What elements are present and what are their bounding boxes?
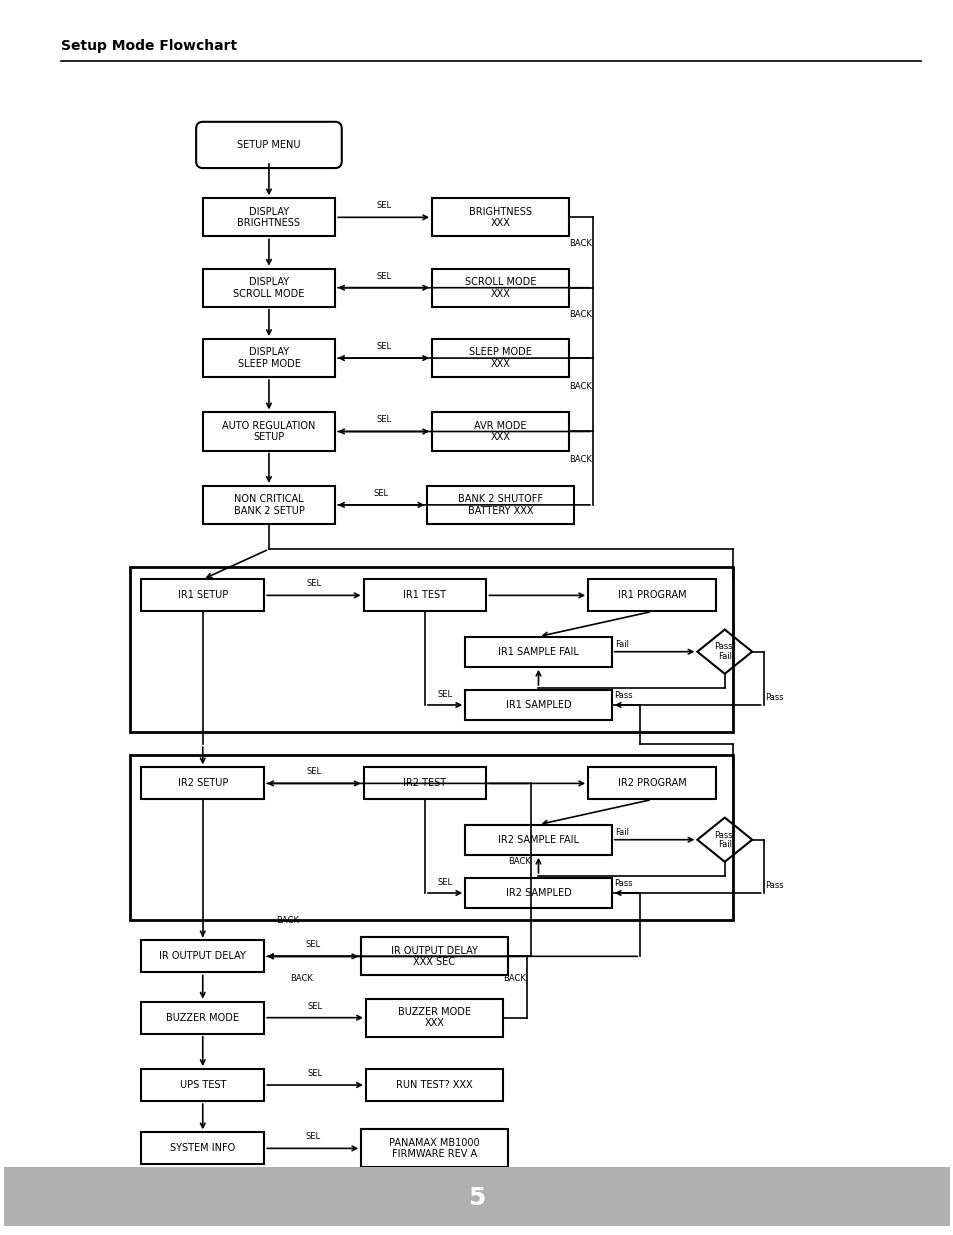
Bar <box>432 338 569 377</box>
Text: BUZZER MODE: BUZZER MODE <box>166 1013 239 1023</box>
Text: 5: 5 <box>468 1186 485 1209</box>
Text: Pass: Pass <box>613 879 632 888</box>
Text: PANAMAX MB1000
FIRMWARE REV A: PANAMAX MB1000 FIRMWARE REV A <box>389 1137 479 1160</box>
Text: SEL: SEL <box>375 201 391 210</box>
Bar <box>363 767 486 799</box>
Text: BACK: BACK <box>569 240 592 248</box>
Bar <box>203 412 335 451</box>
Text: SEL: SEL <box>375 272 391 280</box>
Text: BANK 2 SHUTOFF
BATTERY XXX: BANK 2 SHUTOFF BATTERY XXX <box>457 494 542 516</box>
Text: SLEEP MODE
XXX: SLEEP MODE XXX <box>469 347 532 369</box>
Bar <box>361 937 507 976</box>
Bar <box>432 199 569 236</box>
Text: BRIGHTNESS
XXX: BRIGHTNESS XXX <box>469 206 532 228</box>
Bar <box>141 1002 264 1034</box>
Text: IR OUTPUT DELAY
XXX SEC: IR OUTPUT DELAY XXX SEC <box>391 946 477 967</box>
Bar <box>203 268 335 306</box>
Text: Fail: Fail <box>615 640 629 648</box>
Text: SEL: SEL <box>305 940 320 950</box>
Text: SEL: SEL <box>375 415 391 425</box>
Text: IR OUTPUT DELAY: IR OUTPUT DELAY <box>159 951 246 961</box>
Text: Setup Mode Flowchart: Setup Mode Flowchart <box>61 40 236 53</box>
Bar <box>366 999 502 1036</box>
Bar <box>141 579 264 611</box>
Polygon shape <box>697 818 751 862</box>
Text: Pass: Pass <box>613 690 632 700</box>
Text: Pass: Pass <box>764 693 783 701</box>
Bar <box>587 579 715 611</box>
Text: BACK: BACK <box>276 916 299 925</box>
Polygon shape <box>697 630 751 674</box>
Text: IR2 TEST: IR2 TEST <box>403 778 446 788</box>
Text: DISPLAY
SCROLL MODE: DISPLAY SCROLL MODE <box>233 277 304 299</box>
Text: BACK: BACK <box>508 857 531 866</box>
Bar <box>427 485 574 524</box>
Text: IR1 SAMPLED: IR1 SAMPLED <box>505 700 571 710</box>
Bar <box>141 767 264 799</box>
Text: DISPLAY
SLEEP MODE: DISPLAY SLEEP MODE <box>237 347 300 369</box>
Text: DISPLAY
BRIGHTNESS: DISPLAY BRIGHTNESS <box>237 206 300 228</box>
Text: SEL: SEL <box>306 767 321 777</box>
Text: BUZZER MODE
XXX: BUZZER MODE XXX <box>397 1007 471 1029</box>
Bar <box>587 767 715 799</box>
Text: IR2 SAMPLED: IR2 SAMPLED <box>505 888 571 898</box>
Bar <box>465 878 611 908</box>
Bar <box>203 199 335 236</box>
Text: IR1 SETUP: IR1 SETUP <box>177 590 228 600</box>
Text: BACK: BACK <box>503 974 526 983</box>
Bar <box>141 1070 264 1102</box>
Text: IR1 TEST: IR1 TEST <box>403 590 446 600</box>
Text: NON CRITICAL
BANK 2 SETUP: NON CRITICAL BANK 2 SETUP <box>233 494 304 516</box>
Text: IR1 SAMPLE FAIL: IR1 SAMPLE FAIL <box>497 647 578 657</box>
Text: IR1 PROGRAM: IR1 PROGRAM <box>617 590 685 600</box>
Text: RUN TEST? XXX: RUN TEST? XXX <box>395 1081 473 1091</box>
Text: SEL: SEL <box>374 489 389 498</box>
Text: Fail: Fail <box>615 827 629 836</box>
Text: AVR MODE
XXX: AVR MODE XXX <box>474 421 526 442</box>
Text: BACK: BACK <box>569 382 592 390</box>
Text: SETUP MENU: SETUP MENU <box>237 140 300 149</box>
Bar <box>141 1132 264 1165</box>
Text: IR2 SAMPLE FAIL: IR2 SAMPLE FAIL <box>497 835 578 845</box>
Text: AUTO REGULATION
SETUP: AUTO REGULATION SETUP <box>222 421 315 442</box>
Bar <box>432 268 569 306</box>
Bar <box>465 690 611 720</box>
Text: SEL: SEL <box>437 690 452 699</box>
Bar <box>203 338 335 377</box>
Text: Pass/
Fail: Pass/ Fail <box>713 642 735 662</box>
Bar <box>4 1167 949 1226</box>
Text: Pass: Pass <box>764 881 783 890</box>
Bar <box>366 1070 502 1102</box>
Text: BACK: BACK <box>569 310 592 319</box>
Text: SEL: SEL <box>306 579 321 588</box>
Bar <box>130 756 732 920</box>
Text: SYSTEM INFO: SYSTEM INFO <box>170 1144 235 1153</box>
Text: IR2 PROGRAM: IR2 PROGRAM <box>617 778 685 788</box>
Text: SEL: SEL <box>307 1070 322 1078</box>
Bar <box>130 567 732 732</box>
Bar <box>465 825 611 855</box>
Text: SCROLL MODE
XXX: SCROLL MODE XXX <box>464 277 536 299</box>
Bar <box>203 485 335 524</box>
FancyBboxPatch shape <box>196 122 341 168</box>
Bar <box>432 412 569 451</box>
Text: UPS TEST: UPS TEST <box>179 1081 226 1091</box>
Text: BACK: BACK <box>569 456 592 464</box>
Text: Pass/
Fail: Pass/ Fail <box>713 830 735 850</box>
Text: SEL: SEL <box>375 342 391 351</box>
Text: BACK: BACK <box>291 974 314 983</box>
Bar <box>361 1129 507 1167</box>
Text: SEL: SEL <box>307 1002 322 1010</box>
Text: SEL: SEL <box>305 1132 320 1141</box>
Bar <box>141 940 264 972</box>
Bar <box>465 636 611 667</box>
Bar <box>363 579 486 611</box>
Text: SEL: SEL <box>437 878 452 887</box>
Text: IR2 SETUP: IR2 SETUP <box>177 778 228 788</box>
